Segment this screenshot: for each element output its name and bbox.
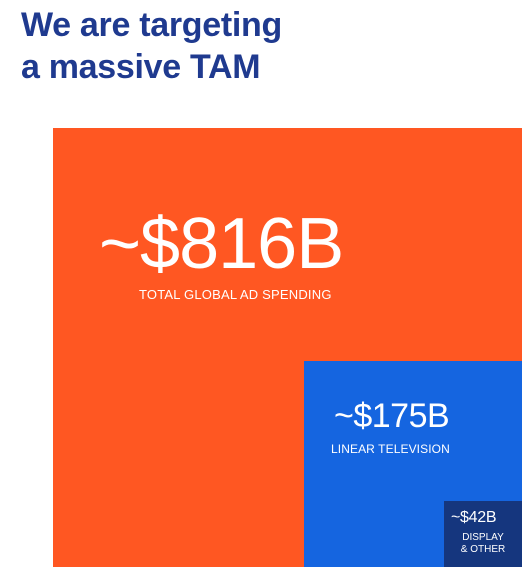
- headline-line-2: a massive TAM: [21, 48, 261, 86]
- total-ad-spending-value: ~$816B: [99, 204, 344, 284]
- headline-line-1: We are targeting: [21, 6, 282, 44]
- linear-television-box: ~$175B LINEAR TELEVISION: [304, 361, 522, 567]
- linear-television-value: ~$175B: [334, 397, 450, 435]
- display-other-value: ~$42B: [451, 509, 497, 526]
- display-other-label: DISPLAY & OTHER: [449, 532, 517, 555]
- total-ad-spending-box: ~$816B TOTAL GLOBAL AD SPENDING: [53, 128, 522, 567]
- display-other-label-line-2: & OTHER: [460, 543, 506, 555]
- total-ad-spending-label: TOTAL GLOBAL AD SPENDING: [139, 287, 332, 302]
- display-other-box: ~$42B DISPLAY & OTHER: [444, 501, 522, 567]
- linear-television-label: LINEAR TELEVISION: [331, 442, 450, 456]
- page-title: We are targeting a massive TAM: [21, 4, 282, 88]
- display-other-label-line-1: DISPLAY: [462, 532, 504, 543]
